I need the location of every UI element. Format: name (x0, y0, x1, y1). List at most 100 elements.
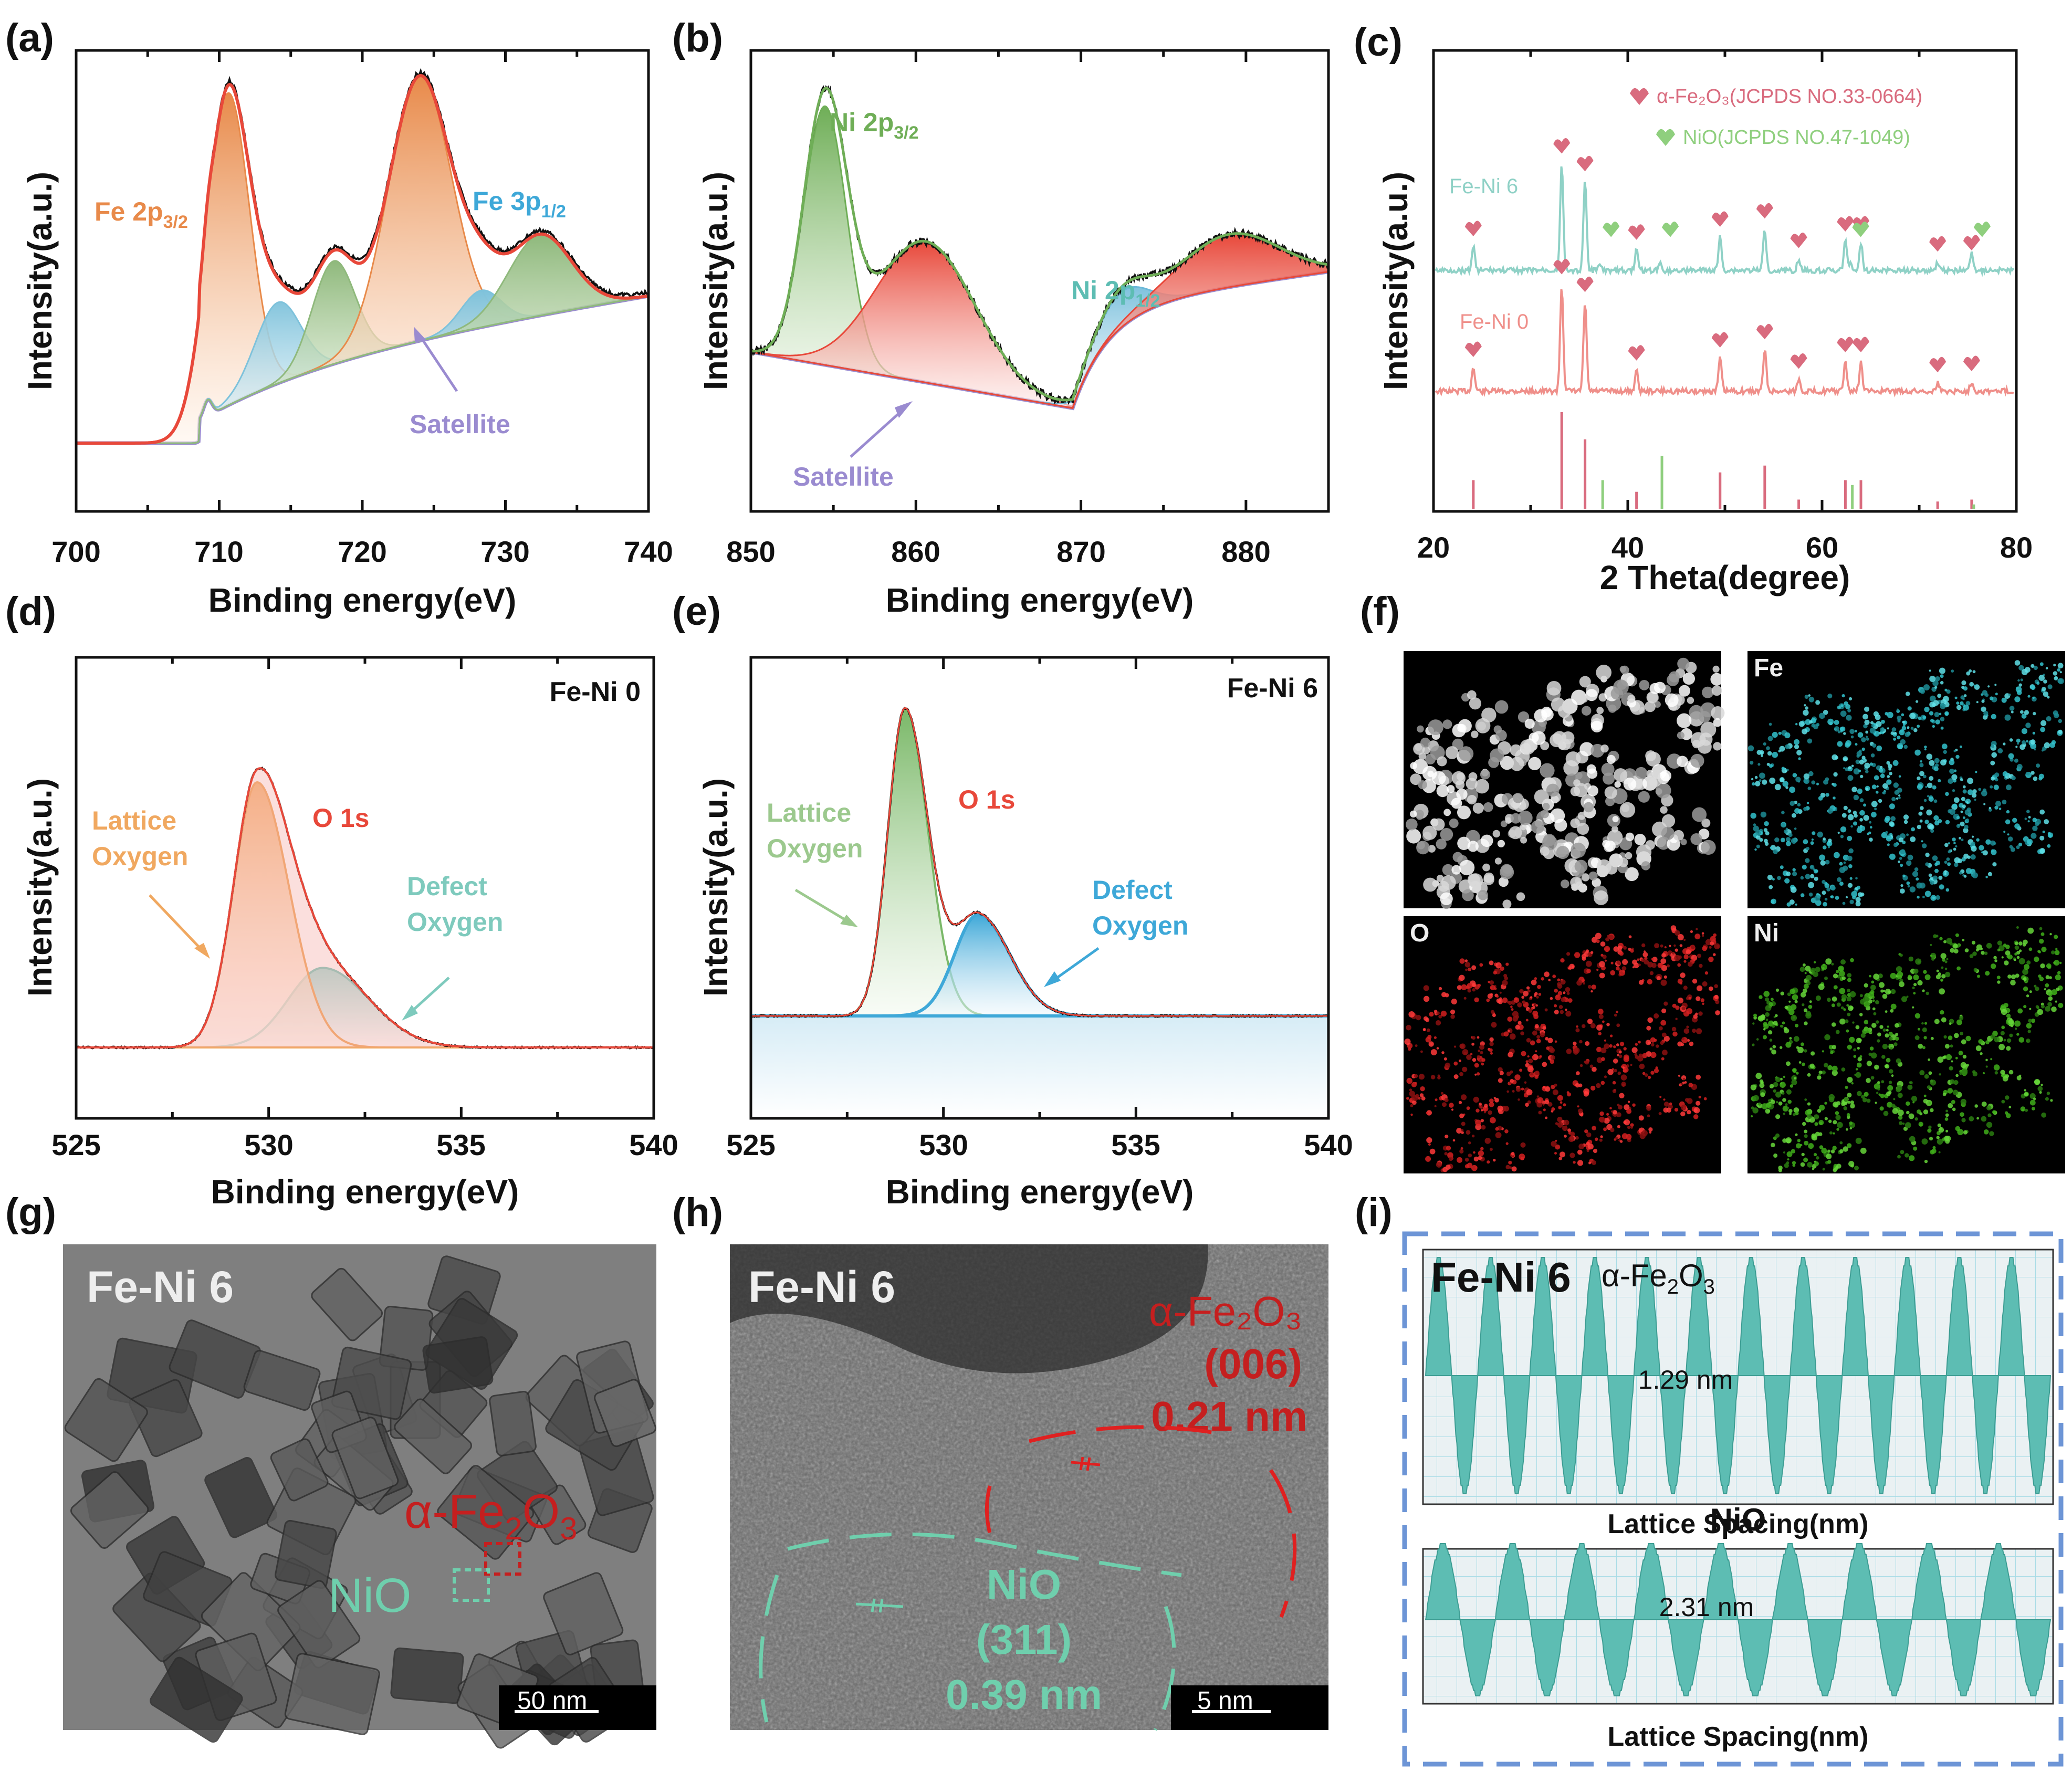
eds-dot (1897, 708, 1899, 711)
eds-dot (1909, 1136, 1916, 1142)
eds-dot (2024, 964, 2029, 970)
eds-dot (1843, 757, 1847, 762)
eds-dot (1981, 951, 1985, 955)
eds-dot (1763, 991, 1770, 997)
eds-dot (1786, 1106, 1790, 1109)
eds-dot (1426, 1112, 1428, 1114)
eds-dot (2005, 819, 2011, 825)
eds-dot (1586, 1132, 1592, 1138)
eds-dot (2031, 1019, 2036, 1023)
eds-dot (1846, 996, 1852, 1002)
eds-dot (1897, 719, 1901, 723)
eds-dot (1902, 720, 1905, 724)
eds-dot (1481, 1109, 1483, 1112)
tem-scale-label: 50 nm (517, 1687, 587, 1715)
eds-dot (1908, 974, 1911, 978)
eds-dot (1839, 882, 1844, 886)
eds-dot (1823, 710, 1828, 715)
eds-dot (1579, 1064, 1583, 1067)
eds-dot (1860, 892, 1865, 897)
eds-dot (2014, 1020, 2021, 1027)
eds-dot (1864, 1020, 1869, 1024)
eds-dot (1572, 965, 1575, 968)
eds-dot (1923, 1094, 1927, 1097)
eds-dot (1491, 1022, 1497, 1028)
eds-dot (1412, 1100, 1417, 1105)
eds-dot (1775, 1077, 1781, 1083)
eds-dot (1621, 966, 1627, 971)
eds-dot (1930, 880, 1934, 885)
eds-dot (1792, 813, 1796, 818)
eds-dot (1795, 1133, 1798, 1136)
eds-dot (1964, 824, 1969, 830)
eds-dot (1453, 1045, 1457, 1048)
eds-dot (1624, 1104, 1630, 1110)
eds-dot (1436, 1020, 1441, 1026)
eds-dot (1923, 1036, 1927, 1040)
eds-dot (2047, 696, 2050, 699)
eds-dot (1822, 880, 1826, 884)
eds-dot (1639, 1133, 1646, 1139)
eds-dot (1587, 768, 1598, 779)
chart-b: 850 860 870 880 Binding energy(eV) Inten… (697, 49, 1330, 619)
eds-dot (1938, 819, 1942, 823)
eds-dot (1622, 959, 1628, 965)
eds-dot (1698, 1095, 1701, 1099)
eds-dot (1969, 681, 1974, 687)
eds-dot (1922, 1027, 1927, 1033)
eds-dot (1769, 1084, 1774, 1089)
eds-dot (2030, 739, 2036, 745)
eds-dot (2008, 693, 2011, 696)
c-spade-icon (1790, 353, 1807, 369)
eds-dot (1574, 952, 1581, 958)
eds-dot (1814, 1114, 1819, 1120)
eds-dot (1854, 1166, 1859, 1171)
eds-dot (2039, 848, 2045, 854)
eds-dot (1859, 759, 1864, 765)
eds-dot (1786, 1061, 1791, 1066)
eds-dot (1699, 963, 1703, 968)
eds-dot (1856, 754, 1860, 758)
eds-dot (1962, 789, 1967, 794)
eds-dot (1513, 793, 1523, 803)
eds-dot (1874, 775, 1879, 781)
eds-dot (1600, 941, 1606, 947)
d-xtick: 540 (629, 1128, 678, 1161)
eds-dot (1831, 962, 1834, 966)
eds-dot (1804, 972, 1807, 974)
eds-dot (1634, 834, 1646, 845)
eds-dot (1792, 1161, 1796, 1165)
eds-dot (1969, 954, 1974, 958)
eds-dot (1964, 948, 1969, 952)
tem-particle (331, 1417, 399, 1500)
eds-dot (1753, 825, 1759, 832)
eds-dot (1474, 997, 1479, 1003)
eds-dot (1826, 1154, 1832, 1159)
eds-dot (1468, 1154, 1472, 1158)
eds-dot (1687, 1098, 1693, 1104)
tem-particle (204, 1457, 278, 1538)
eds-dot (1785, 1103, 1788, 1106)
eds-dot (1945, 1139, 1950, 1144)
eds-dot (1546, 681, 1562, 696)
eds-dot (1702, 686, 1714, 698)
eds-dot (1904, 732, 1910, 737)
eds-dot (1832, 1022, 1836, 1027)
eds-dot (1511, 1008, 1514, 1011)
eds-dot (1983, 803, 1986, 805)
eds-dot (1646, 1025, 1651, 1031)
eds-dot (1939, 988, 1945, 995)
eds-dot (1674, 1108, 1679, 1112)
eds-dot (1441, 875, 1456, 890)
panel-label-f: (f) (1360, 589, 1400, 634)
eds-dot (1883, 1110, 1889, 1116)
d-xlabel: Binding energy(eV) (211, 1173, 519, 1211)
eds-dot (1898, 794, 1901, 797)
eds-dot (1600, 745, 1609, 753)
eds-dot (1922, 843, 1927, 848)
eds-dot (1715, 1010, 1720, 1015)
eds-dot (1773, 1082, 1778, 1087)
eds-dot (1889, 1036, 1893, 1041)
eds-dot (1911, 827, 1916, 832)
eds-dot (1897, 1093, 1903, 1098)
